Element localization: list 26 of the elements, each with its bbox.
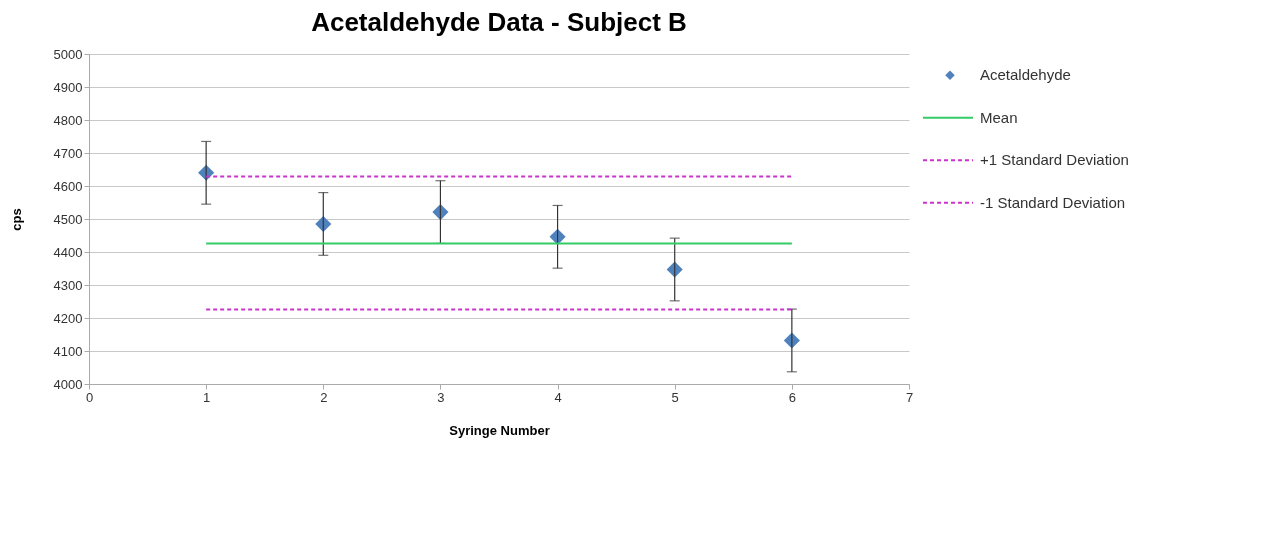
y-tick-label: 4900 [53, 79, 83, 95]
y-tick-label: 4100 [53, 343, 83, 359]
y-tick-label: 5000 [53, 46, 83, 62]
legend-label: Mean [980, 108, 1018, 126]
x-tick-label: 3 [437, 389, 445, 405]
x-tick-label: 7 [905, 389, 914, 405]
y-tick-label: 4600 [53, 178, 83, 194]
legend-label: Acetaldehyde [980, 66, 1071, 84]
x-axis-title: Syringe Number [449, 422, 550, 438]
x-tick-label: 4 [554, 389, 562, 405]
y-tick-label: 4300 [53, 277, 83, 293]
y-axis-title: cps [8, 208, 24, 231]
x-tick-label: 5 [671, 389, 679, 405]
y-tick-label: 4700 [53, 145, 83, 161]
y-tick-label: 4800 [53, 112, 83, 128]
legend-label: -1 Standard Deviation [980, 193, 1126, 211]
y-tick-label: 4500 [53, 211, 83, 227]
x-tick-label: 2 [320, 389, 328, 405]
y-tick-label: 4200 [53, 310, 83, 326]
x-tick-label: 6 [788, 389, 796, 405]
legend-label: +1 Standard Deviation [980, 151, 1129, 169]
chart-title: Acetaldehyde Data - Subject B [311, 7, 687, 37]
x-tick-label: 1 [203, 389, 211, 405]
y-tick-label: 4000 [53, 376, 83, 392]
x-tick-label: 0 [85, 389, 94, 405]
y-tick-label: 4400 [53, 244, 83, 260]
